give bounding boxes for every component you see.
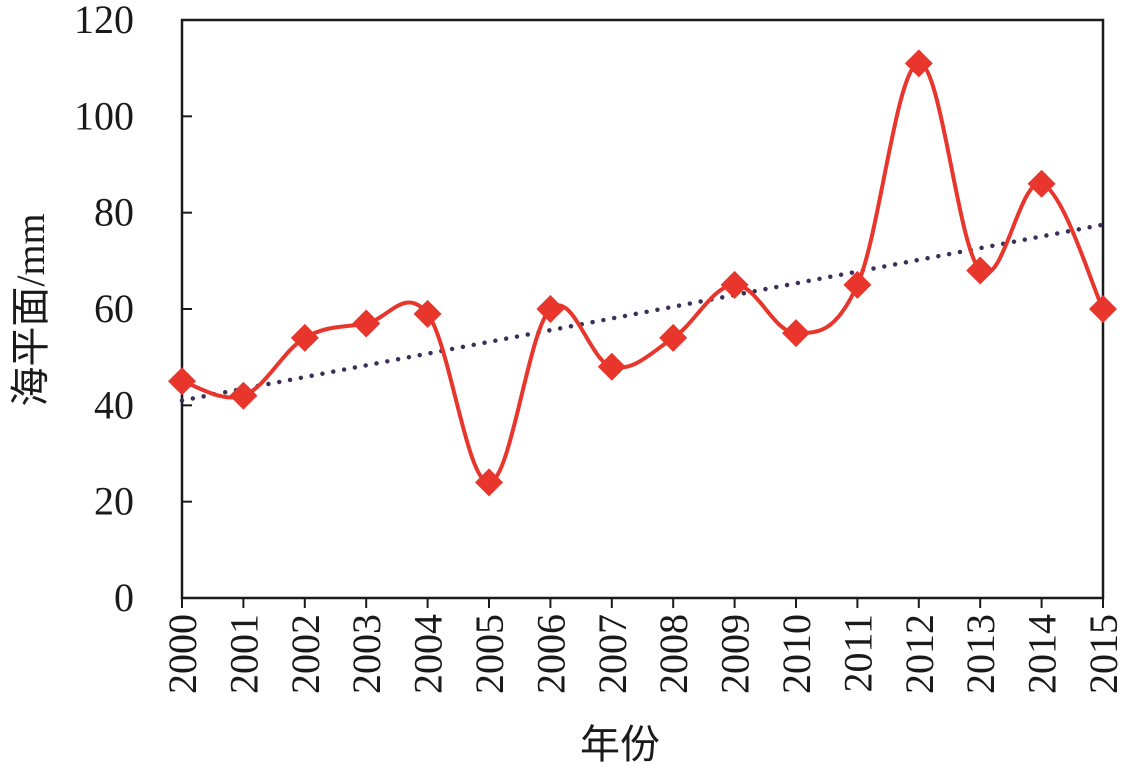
- y-tick-label: 80: [94, 190, 134, 235]
- data-point-marker: [413, 299, 442, 328]
- data-point-marker: [1027, 169, 1056, 198]
- y-tick-label: 120: [74, 0, 134, 42]
- x-tick-label: 2002: [283, 614, 328, 694]
- x-tick-label: 2000: [160, 614, 205, 694]
- data-point-marker: [168, 367, 196, 396]
- data-point-marker: [1089, 295, 1117, 323]
- x-tick-label: 2003: [344, 614, 389, 694]
- x-tick-label: 2005: [467, 614, 512, 694]
- data-point-marker: [597, 352, 626, 381]
- x-tick-label: 2004: [406, 614, 451, 694]
- data-point-marker: [659, 323, 688, 352]
- x-tick-label: 2010: [774, 614, 819, 694]
- data-point-marker: [352, 309, 381, 338]
- y-tick-label: 60: [94, 286, 134, 331]
- data-point-marker: [720, 270, 749, 299]
- data-point-marker: [966, 256, 995, 285]
- y-tick-label: 20: [94, 479, 134, 524]
- x-tick-label: 2008: [651, 614, 696, 694]
- series-line: [181, 61, 1105, 485]
- x-tick-label: 2014: [1020, 614, 1065, 694]
- y-axis-title: 海平面/mm: [8, 213, 53, 406]
- data-point-marker: [843, 270, 872, 299]
- x-tick-label: 2015: [1081, 614, 1126, 694]
- x-tick-label: 2007: [590, 614, 635, 694]
- x-tick-label: 2011: [835, 614, 880, 693]
- data-point-marker: [290, 323, 319, 352]
- trendline: [179, 222, 1106, 403]
- y-tick-label: 40: [94, 382, 134, 427]
- y-tick-label: 0: [114, 575, 134, 620]
- y-tick-label: 100: [74, 93, 134, 138]
- data-point-marker: [229, 381, 258, 410]
- plot-area-frame: [180, 18, 1105, 600]
- data-point-marker: [904, 49, 933, 78]
- x-tick-label: 2006: [528, 614, 573, 694]
- data-point-marker: [782, 319, 810, 348]
- x-axis-title: 年份: [580, 722, 660, 767]
- x-tick-label: 2013: [958, 614, 1003, 694]
- x-tick-label: 2001: [221, 614, 266, 694]
- x-tick-label: 2009: [713, 614, 758, 694]
- data-point-marker: [475, 468, 503, 497]
- x-tick-label: 2012: [897, 614, 942, 694]
- data-point-marker: [536, 295, 565, 323]
